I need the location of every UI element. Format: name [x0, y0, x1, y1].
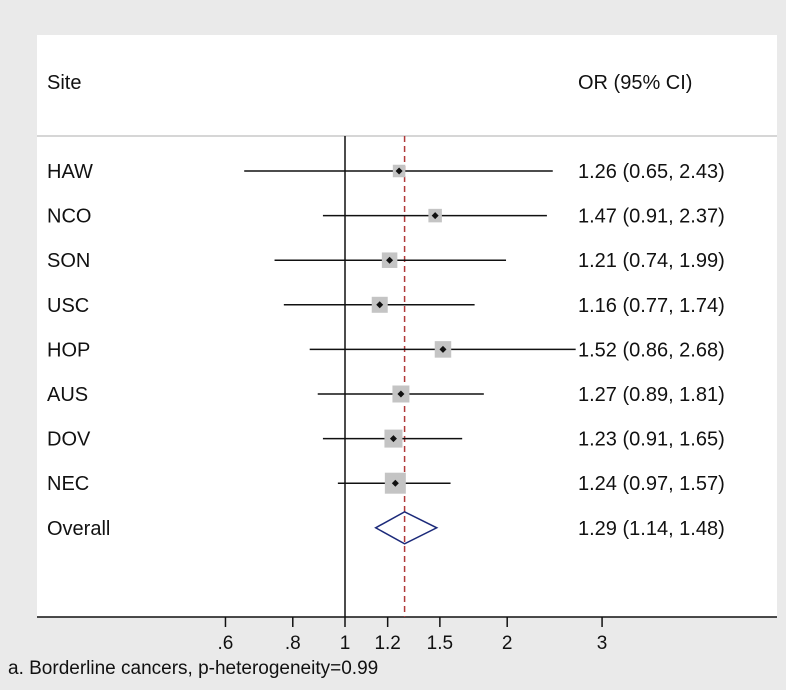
or-ci-label: 1.21 (0.74, 1.99) [578, 250, 725, 272]
or-ci-label: 1.52 (0.86, 2.68) [578, 339, 725, 361]
x-tick-label: 1.5 [427, 633, 453, 654]
study-row-son: SON 1.21 (0.74, 1.99) [47, 250, 725, 272]
x-tick-label: .8 [285, 633, 301, 654]
or-ci-label: 1.26 (0.65, 2.43) [578, 161, 725, 183]
header-site-label: Site [47, 72, 81, 94]
point-estimate-marker [439, 345, 447, 353]
point-estimate-marker [391, 479, 399, 487]
study-row-dov: DOV 1.23 (0.91, 1.65) [47, 429, 725, 451]
x-tick-label: 2 [502, 633, 513, 654]
x-tick-label: 3 [597, 633, 608, 654]
overall-diamond [374, 510, 439, 545]
site-label: USC [47, 295, 89, 317]
site-label: AUS [47, 384, 88, 406]
study-rows: HAW 1.26 (0.65, 2.43) NCO 1.47 (0.91, 2.37)… [47, 161, 725, 545]
site-label: HAW [47, 161, 93, 183]
point-estimate-marker [376, 301, 384, 309]
x-axis-ticks: .6 .8 1 1.2 1.5 2 3 [218, 617, 608, 654]
site-label: NEC [47, 473, 89, 495]
study-row-haw: HAW 1.26 (0.65, 2.43) [47, 161, 725, 183]
overall-row: Overall 1.29 (1.14, 1.48) [47, 510, 725, 545]
study-row-nec: NEC 1.24 (0.97, 1.57) [47, 472, 725, 495]
point-estimate-marker [397, 390, 405, 398]
study-row-nco: NCO 1.47 (0.91, 2.37) [47, 206, 725, 228]
plot-panel [37, 35, 777, 617]
point-estimate-marker [431, 212, 439, 220]
or-ci-label: 1.27 (0.89, 1.81) [578, 384, 725, 406]
point-estimate-marker [386, 256, 394, 264]
study-row-hop: HOP 1.52 (0.86, 2.68) [47, 339, 725, 361]
or-ci-label: 1.23 (0.91, 1.65) [578, 429, 725, 451]
header-or-label: OR (95% CI) [578, 72, 692, 94]
point-estimate-marker [395, 167, 403, 175]
site-label: SON [47, 250, 90, 272]
site-label: HOP [47, 339, 90, 361]
overall-or-ci-label: 1.29 (1.14, 1.48) [578, 518, 725, 540]
study-row-usc: USC 1.16 (0.77, 1.74) [47, 295, 725, 317]
or-ci-label: 1.47 (0.91, 2.37) [578, 206, 725, 228]
or-ci-label: 1.16 (0.77, 1.74) [578, 295, 725, 317]
x-tick-label: .6 [218, 633, 234, 654]
study-row-aus: AUS 1.27 (0.89, 1.81) [47, 384, 725, 406]
or-ci-label: 1.24 (0.97, 1.57) [578, 473, 725, 495]
x-tick-label: 1 [340, 633, 351, 654]
point-estimate-marker [389, 435, 397, 443]
site-label: DOV [47, 429, 91, 451]
figure-caption: a. Borderline cancers, p-heterogeneity=0… [8, 658, 378, 679]
x-tick-label: 1.2 [374, 633, 400, 654]
overall-label: Overall [47, 518, 110, 540]
site-label: NCO [47, 206, 91, 228]
